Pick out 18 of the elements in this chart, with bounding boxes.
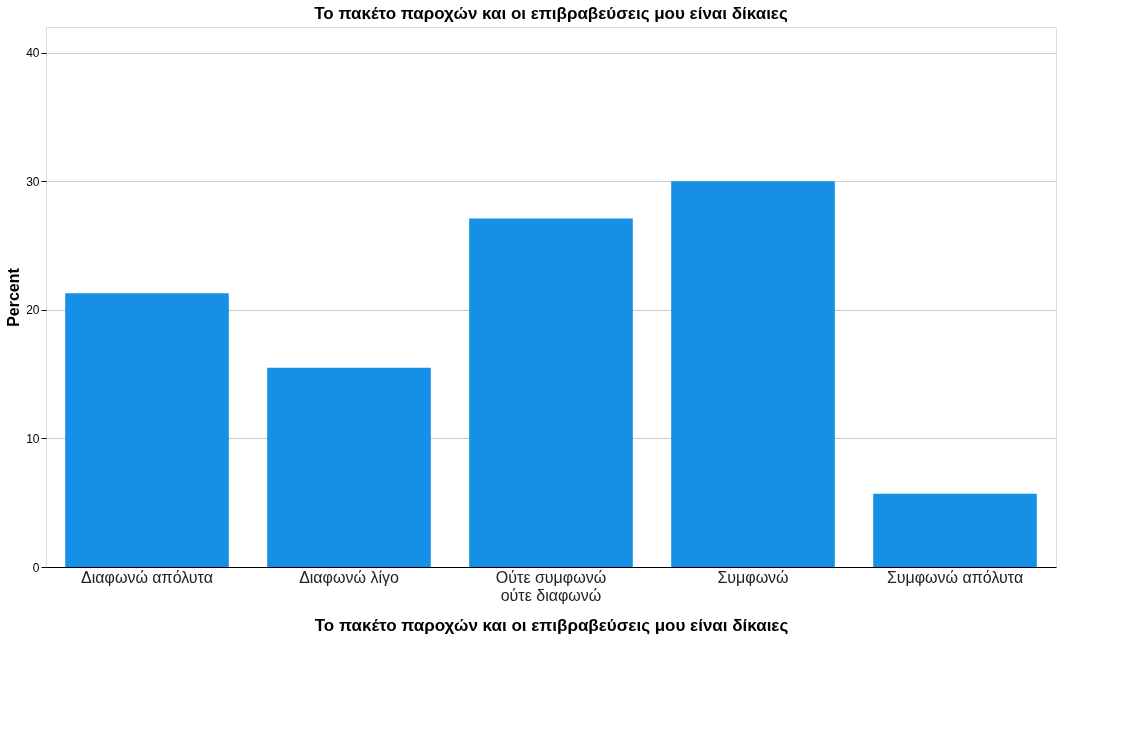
x-tick-label: Συμφωνώ <box>717 568 789 586</box>
bar <box>65 293 229 567</box>
y-axis-title: Percent <box>5 267 23 327</box>
x-tick-label: Διαφωνώ λίγο <box>299 568 399 586</box>
bar <box>469 218 633 567</box>
y-tick-label: 0 <box>32 560 40 575</box>
x-tick-label: Συμφωνώ απόλυτα <box>886 568 1024 586</box>
x-tick-label: Ούτε συμφωνώ ούτε διαφωνώ <box>495 568 607 604</box>
y-tick-label: 10 <box>26 431 40 446</box>
chart-title: Το πακέτο παροχών και οι επιβραβεύσεις μου είναι δίκαιες <box>314 4 788 23</box>
bar <box>267 367 431 567</box>
bar <box>873 493 1037 567</box>
bar <box>671 181 835 567</box>
x-tick-label: Διαφωνώ απόλυτα <box>81 568 213 586</box>
y-tick-label: 40 <box>26 46 40 61</box>
y-tick-label: 20 <box>26 303 40 318</box>
x-axis-title: Το πακέτο παροχών και οι επιβραβεύσεις μου είναι δίκαιες <box>314 615 789 635</box>
y-tick-label: 30 <box>26 174 40 189</box>
